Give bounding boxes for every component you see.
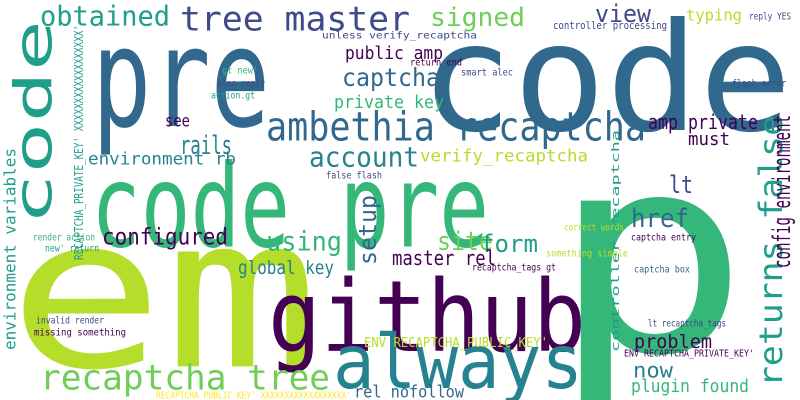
word-signed: signed [430,1,525,33]
word-code-1: code [420,0,792,166]
word-account: account [309,140,419,174]
word-recaptcha-tree: recaptcha tree [40,356,330,398]
word-problem: problem [634,330,712,353]
word-false-flash: false flash [326,169,382,181]
word-typing: typing [686,5,742,25]
word-must: must [688,128,730,150]
word-gt-new: gt new' [222,64,258,76]
word-env-private-key: ENV RECAPTCHA_PRIVATE_KEY' [624,347,754,359]
word-ambethia-recaptcha: ambethia recaptcha [266,103,646,151]
word-p: p [550,95,750,400]
word-render-action: render action [33,231,95,243]
word-captcha-box: captcha box [634,263,690,275]
word-master-rel: master rel [392,246,496,270]
word-using: using [266,225,342,258]
word-unless-verify-recaptcha: unless verify_recaptcha [322,29,477,41]
word-missing-something: missing something [34,326,126,338]
word-see: see [165,110,190,131]
word-code-pre: code pre [91,139,489,275]
word-configured: configured [102,222,228,250]
word-global-key: global key [238,256,334,279]
word-plugin-found: plugin found [631,375,749,397]
word-alec-reply: alec reply [217,77,265,89]
word-new-return: new' return [45,242,99,254]
word-always: always [333,318,583,400]
word-amp-private: amp private [648,110,758,134]
word-lt: lt [669,170,693,199]
word-controller-recaptcha: controller recaptcha [609,129,622,352]
word-now: now [633,358,673,383]
word-environment-variables: environment variables [0,148,20,350]
word-flash-error: flash error [732,77,786,89]
word-recaptcha-tags-gt: recaptcha_tags gt [472,261,556,273]
word-reply-yes: reply YES [749,10,791,22]
word-href: href [631,202,689,234]
word-em: em [8,171,320,400]
word-verify-recaptcha: verify_recaptcha [420,145,588,166]
word-form: form [480,229,538,258]
word-rel-nofollow: rel nofollow [354,381,464,400]
word-smart-alec: smart alec [461,66,513,78]
word-config-environment: config environment [767,115,796,269]
word-public-amp: public amp [345,42,443,64]
word-setup: setup [353,195,382,265]
word-env-public-key: ENV RECAPTCHA_PUBLIC_KEY' [364,334,548,351]
word-tree-master: tree master [180,0,410,39]
word-captcha-entry: captcha entry [631,231,696,243]
word-captcha: captcha [342,62,440,92]
word-pre: pre [92,0,270,160]
word-return-end: return end [410,56,462,68]
word-invalid-render: invalid render [36,314,104,326]
word-recaptcha-private-key-1: RECAPTCHA_PRIVATE_KEY' XXXXXXXXXXXXXXXXX… [71,25,86,261]
word-site: site [437,225,493,257]
word-github: github [268,259,586,375]
word-environment-rb: environment rb [88,148,236,169]
word-recaptcha-public-key-2: RECAPTCHA_PUBLIC_KEY' XXXXXXXXXXXXXXXXXX… [156,389,351,400]
word-controller-processing: controller processing [553,19,667,32]
word-correct-words: correct words [564,221,624,233]
word-action-gt: action.gt [211,89,255,101]
word-lt-recaptcha-tags: lt recaptcha_tags [648,317,726,329]
word-private-key: private key [334,91,444,113]
word-view: view [595,0,651,28]
word-obtained: obtained [40,0,170,33]
word-something-simple: something simple [546,247,628,259]
word-rails: rails [180,129,232,161]
